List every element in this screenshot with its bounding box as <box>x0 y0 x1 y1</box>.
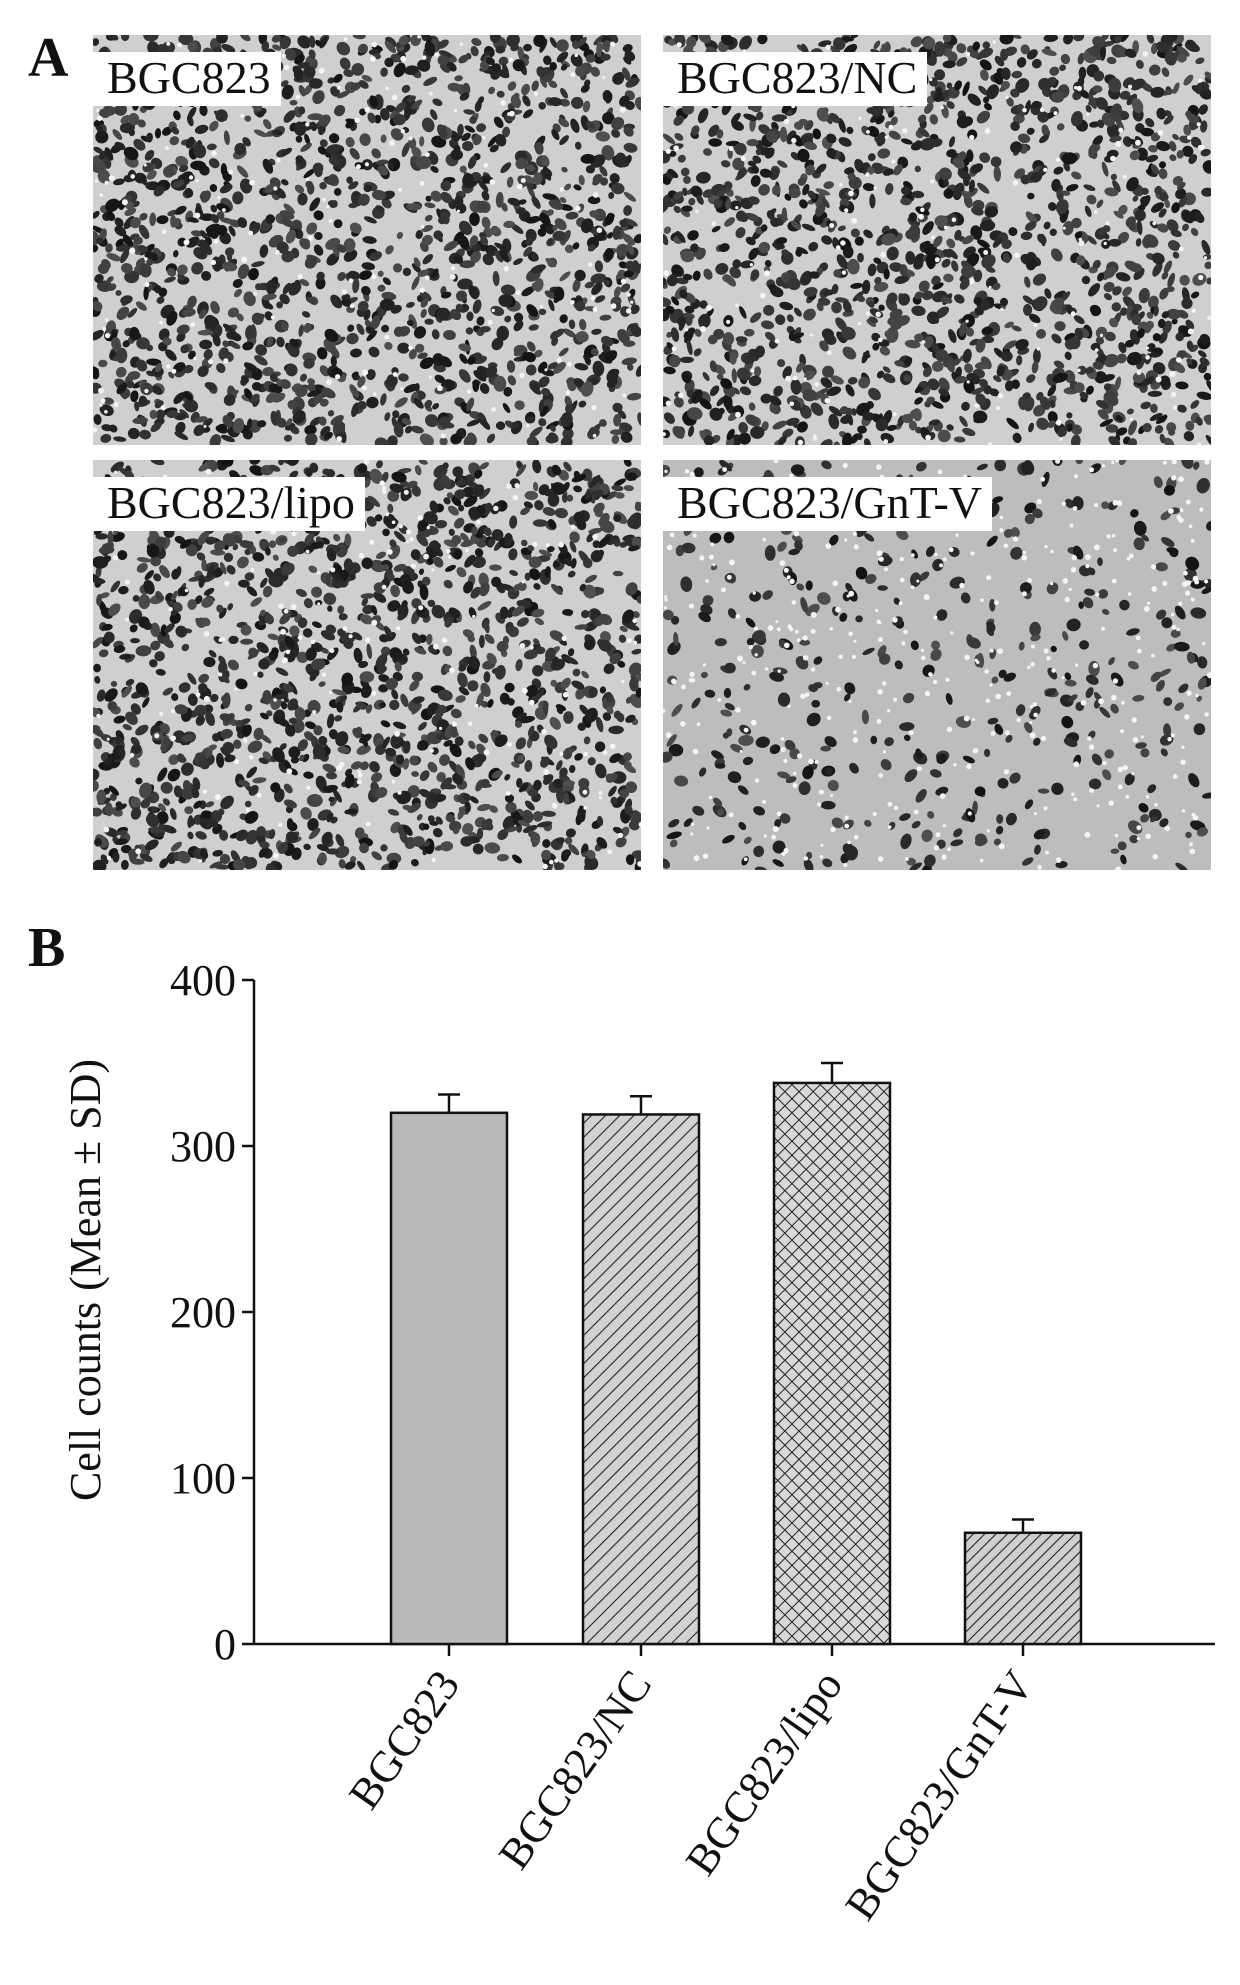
micrograph-bgc823-gntv: BGC823/GnT-V <box>663 460 1211 870</box>
micrograph-texture <box>93 35 641 445</box>
bar <box>772 1081 892 1646</box>
micrograph-bgc823: BGC823 <box>93 35 641 445</box>
panel-b-letter: B <box>28 917 66 979</box>
bar <box>581 1113 701 1646</box>
micrograph-label: BGC823/GnT-V <box>663 477 992 532</box>
bar-chart: 0 100 200 300 400 BGC823 BGC823/NC BGC823/lipoB… <box>61 956 1215 1929</box>
x-tick-label: BGC823 <box>339 1662 469 1818</box>
micrograph-label: BGC823/NC <box>663 52 928 107</box>
y-tick-label: 200 <box>170 1288 236 1337</box>
micrograph-label: BGC823/lipo <box>93 477 365 532</box>
y-axis-title: Cell counts (Mean ± SD) <box>61 1059 110 1501</box>
y-tick-label: 0 <box>214 1620 236 1669</box>
bar <box>389 1111 509 1646</box>
bar <box>963 1531 1083 1646</box>
y-tick-label: 400 <box>170 956 236 1005</box>
micrograph-bgc823-nc: BGC823/NC <box>663 35 1211 445</box>
x-tick-label: BGC823/lipo <box>676 1662 852 1884</box>
y-tick-label: 300 <box>170 1122 236 1171</box>
x-tick-label: BGC823/GnT-V <box>836 1661 1044 1928</box>
micrograph-label: BGC823 <box>93 52 281 107</box>
panel-a-letter: A <box>28 27 69 89</box>
y-tick-label: 100 <box>170 1454 236 1503</box>
micrograph-bgc823-lipo: BGC823/lipo <box>93 460 641 870</box>
x-tick-label: BGC823/NC <box>489 1662 661 1878</box>
